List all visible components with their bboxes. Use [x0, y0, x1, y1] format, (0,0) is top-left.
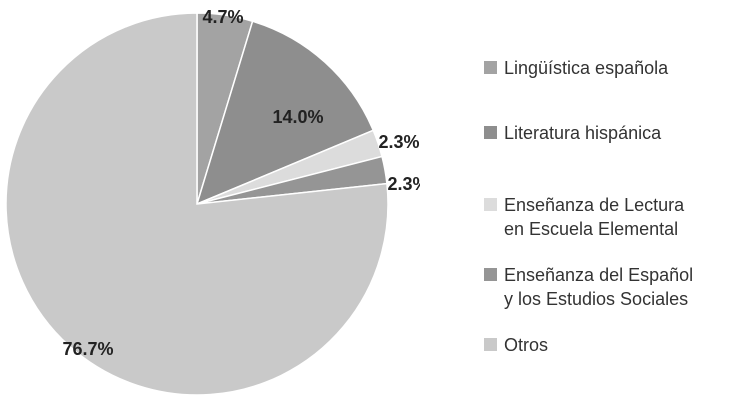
legend-swatch [484, 61, 497, 74]
pie-slice [5, 12, 389, 396]
legend-label: Otros [504, 335, 549, 355]
legend-swatch [484, 338, 497, 351]
pie-slice [195, 20, 375, 206]
legend-label: Enseñanza de Lectura en Escuela Elementa… [504, 195, 685, 239]
data-label: 14.0% [272, 107, 323, 127]
legend-item: Literatura hispánica [484, 121, 700, 145]
legend-swatch [484, 198, 497, 211]
data-label: 4.7% [202, 7, 243, 27]
legend-label: Enseñanza del Español y los Estudios Soc… [504, 265, 694, 309]
legend-swatch [484, 268, 497, 281]
pie-chart: 4.7% 14.0% 2.3% 2.3% 76.7% [5, 7, 420, 396]
legend-item: Otros [484, 333, 700, 357]
legend-item: Enseñanza del Español y los Estudios Soc… [484, 263, 700, 311]
legend-swatch [484, 126, 497, 139]
data-label: 2.3% [378, 132, 419, 152]
data-label: 76.7% [62, 339, 113, 359]
legend-item: Enseñanza de Lectura en Escuela Elementa… [484, 193, 700, 241]
legend-label: Literatura hispánica [504, 123, 662, 143]
legend-label: Lingüística española [504, 58, 669, 78]
legend-item: Lingüística española [484, 56, 700, 80]
data-label: 2.3% [387, 174, 420, 194]
